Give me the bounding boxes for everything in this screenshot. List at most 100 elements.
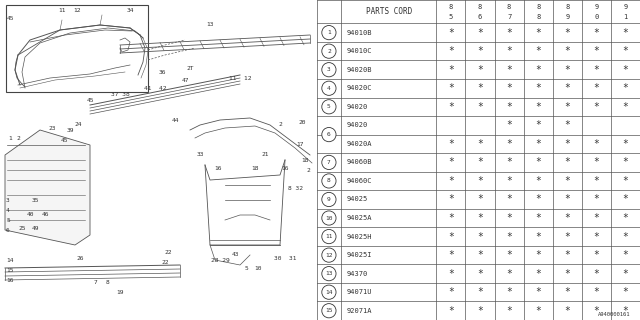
Text: 0: 0 xyxy=(595,14,598,20)
Text: *: * xyxy=(448,269,454,279)
Text: *: * xyxy=(535,269,541,279)
Text: *: * xyxy=(477,232,483,242)
Text: 2: 2 xyxy=(278,123,282,127)
Ellipse shape xyxy=(322,304,336,318)
Text: *: * xyxy=(448,232,454,242)
Text: *: * xyxy=(564,120,570,130)
Ellipse shape xyxy=(322,155,336,170)
Text: 14: 14 xyxy=(325,290,333,295)
Text: *: * xyxy=(593,65,599,75)
Text: 94060C: 94060C xyxy=(347,178,372,184)
Text: 22: 22 xyxy=(161,260,169,265)
Text: *: * xyxy=(564,83,570,93)
Text: *: * xyxy=(535,28,541,38)
Text: *: * xyxy=(448,139,454,149)
Text: 11  12: 11 12 xyxy=(228,76,252,81)
Text: 43: 43 xyxy=(231,252,239,258)
Text: *: * xyxy=(623,287,628,297)
Text: 5: 5 xyxy=(6,218,10,222)
Text: 8: 8 xyxy=(106,281,110,285)
Text: *: * xyxy=(448,287,454,297)
Text: *: * xyxy=(448,195,454,204)
Text: *: * xyxy=(477,176,483,186)
Text: *: * xyxy=(506,102,512,112)
Text: 9: 9 xyxy=(623,4,628,10)
Text: 1: 1 xyxy=(623,14,628,20)
Text: 6: 6 xyxy=(478,14,482,20)
Text: 11: 11 xyxy=(58,7,66,12)
Text: 40: 40 xyxy=(26,212,34,218)
Text: 14: 14 xyxy=(6,258,13,262)
Text: *: * xyxy=(593,139,599,149)
Text: 8: 8 xyxy=(536,14,540,20)
Text: *: * xyxy=(564,213,570,223)
Text: *: * xyxy=(593,157,599,167)
Text: 18: 18 xyxy=(301,157,308,163)
Text: 7: 7 xyxy=(93,281,97,285)
Text: 19: 19 xyxy=(116,291,124,295)
Text: 2: 2 xyxy=(16,135,20,140)
Text: *: * xyxy=(593,195,599,204)
Text: *: * xyxy=(535,139,541,149)
Text: *: * xyxy=(506,213,512,223)
Text: *: * xyxy=(623,157,628,167)
Text: 12: 12 xyxy=(325,252,333,258)
Text: 21: 21 xyxy=(261,153,269,157)
Text: 30  31: 30 31 xyxy=(274,255,296,260)
Text: *: * xyxy=(448,46,454,56)
Text: 13: 13 xyxy=(325,271,333,276)
Text: 33: 33 xyxy=(196,153,204,157)
Text: 5: 5 xyxy=(327,104,331,109)
Text: 94025: 94025 xyxy=(347,196,368,203)
Text: *: * xyxy=(535,213,541,223)
Text: *: * xyxy=(535,306,541,316)
Text: 49: 49 xyxy=(31,226,39,230)
Text: 36: 36 xyxy=(158,69,166,75)
Bar xyxy=(6,5,148,92)
Text: *: * xyxy=(448,157,454,167)
Text: *: * xyxy=(477,306,483,316)
Text: 16: 16 xyxy=(281,165,289,171)
Text: *: * xyxy=(477,83,483,93)
Text: 7: 7 xyxy=(507,14,511,20)
Text: 94025H: 94025H xyxy=(347,234,372,240)
Text: *: * xyxy=(564,157,570,167)
Text: 94020: 94020 xyxy=(347,122,368,128)
Text: 22: 22 xyxy=(164,250,172,254)
Text: *: * xyxy=(564,287,570,297)
Text: 6: 6 xyxy=(6,228,10,233)
Text: *: * xyxy=(593,46,599,56)
Text: *: * xyxy=(564,250,570,260)
Text: 1: 1 xyxy=(327,30,331,35)
Text: *: * xyxy=(535,195,541,204)
Text: 94060B: 94060B xyxy=(347,159,372,165)
Text: 34: 34 xyxy=(126,7,134,12)
Text: 26: 26 xyxy=(76,255,84,260)
Text: 94020: 94020 xyxy=(347,104,368,110)
Text: 23: 23 xyxy=(48,125,56,131)
Text: *: * xyxy=(448,28,454,38)
Text: *: * xyxy=(564,232,570,242)
Text: *: * xyxy=(448,250,454,260)
Text: *: * xyxy=(535,120,541,130)
Text: *: * xyxy=(623,139,628,149)
Text: *: * xyxy=(535,157,541,167)
Text: *: * xyxy=(564,306,570,316)
Text: *: * xyxy=(477,28,483,38)
Text: *: * xyxy=(477,213,483,223)
Text: 9: 9 xyxy=(595,4,598,10)
Text: 8: 8 xyxy=(327,179,331,183)
Text: 45: 45 xyxy=(86,98,93,102)
Text: *: * xyxy=(506,157,512,167)
Text: *: * xyxy=(477,269,483,279)
Text: *: * xyxy=(506,287,512,297)
Text: 8: 8 xyxy=(565,4,570,10)
Text: *: * xyxy=(506,83,512,93)
Text: 94025I: 94025I xyxy=(347,252,372,258)
Text: 94010C: 94010C xyxy=(347,48,372,54)
Text: *: * xyxy=(448,213,454,223)
Text: 47: 47 xyxy=(181,77,189,83)
Text: 18: 18 xyxy=(252,165,259,171)
Ellipse shape xyxy=(322,174,336,188)
Text: *: * xyxy=(564,195,570,204)
